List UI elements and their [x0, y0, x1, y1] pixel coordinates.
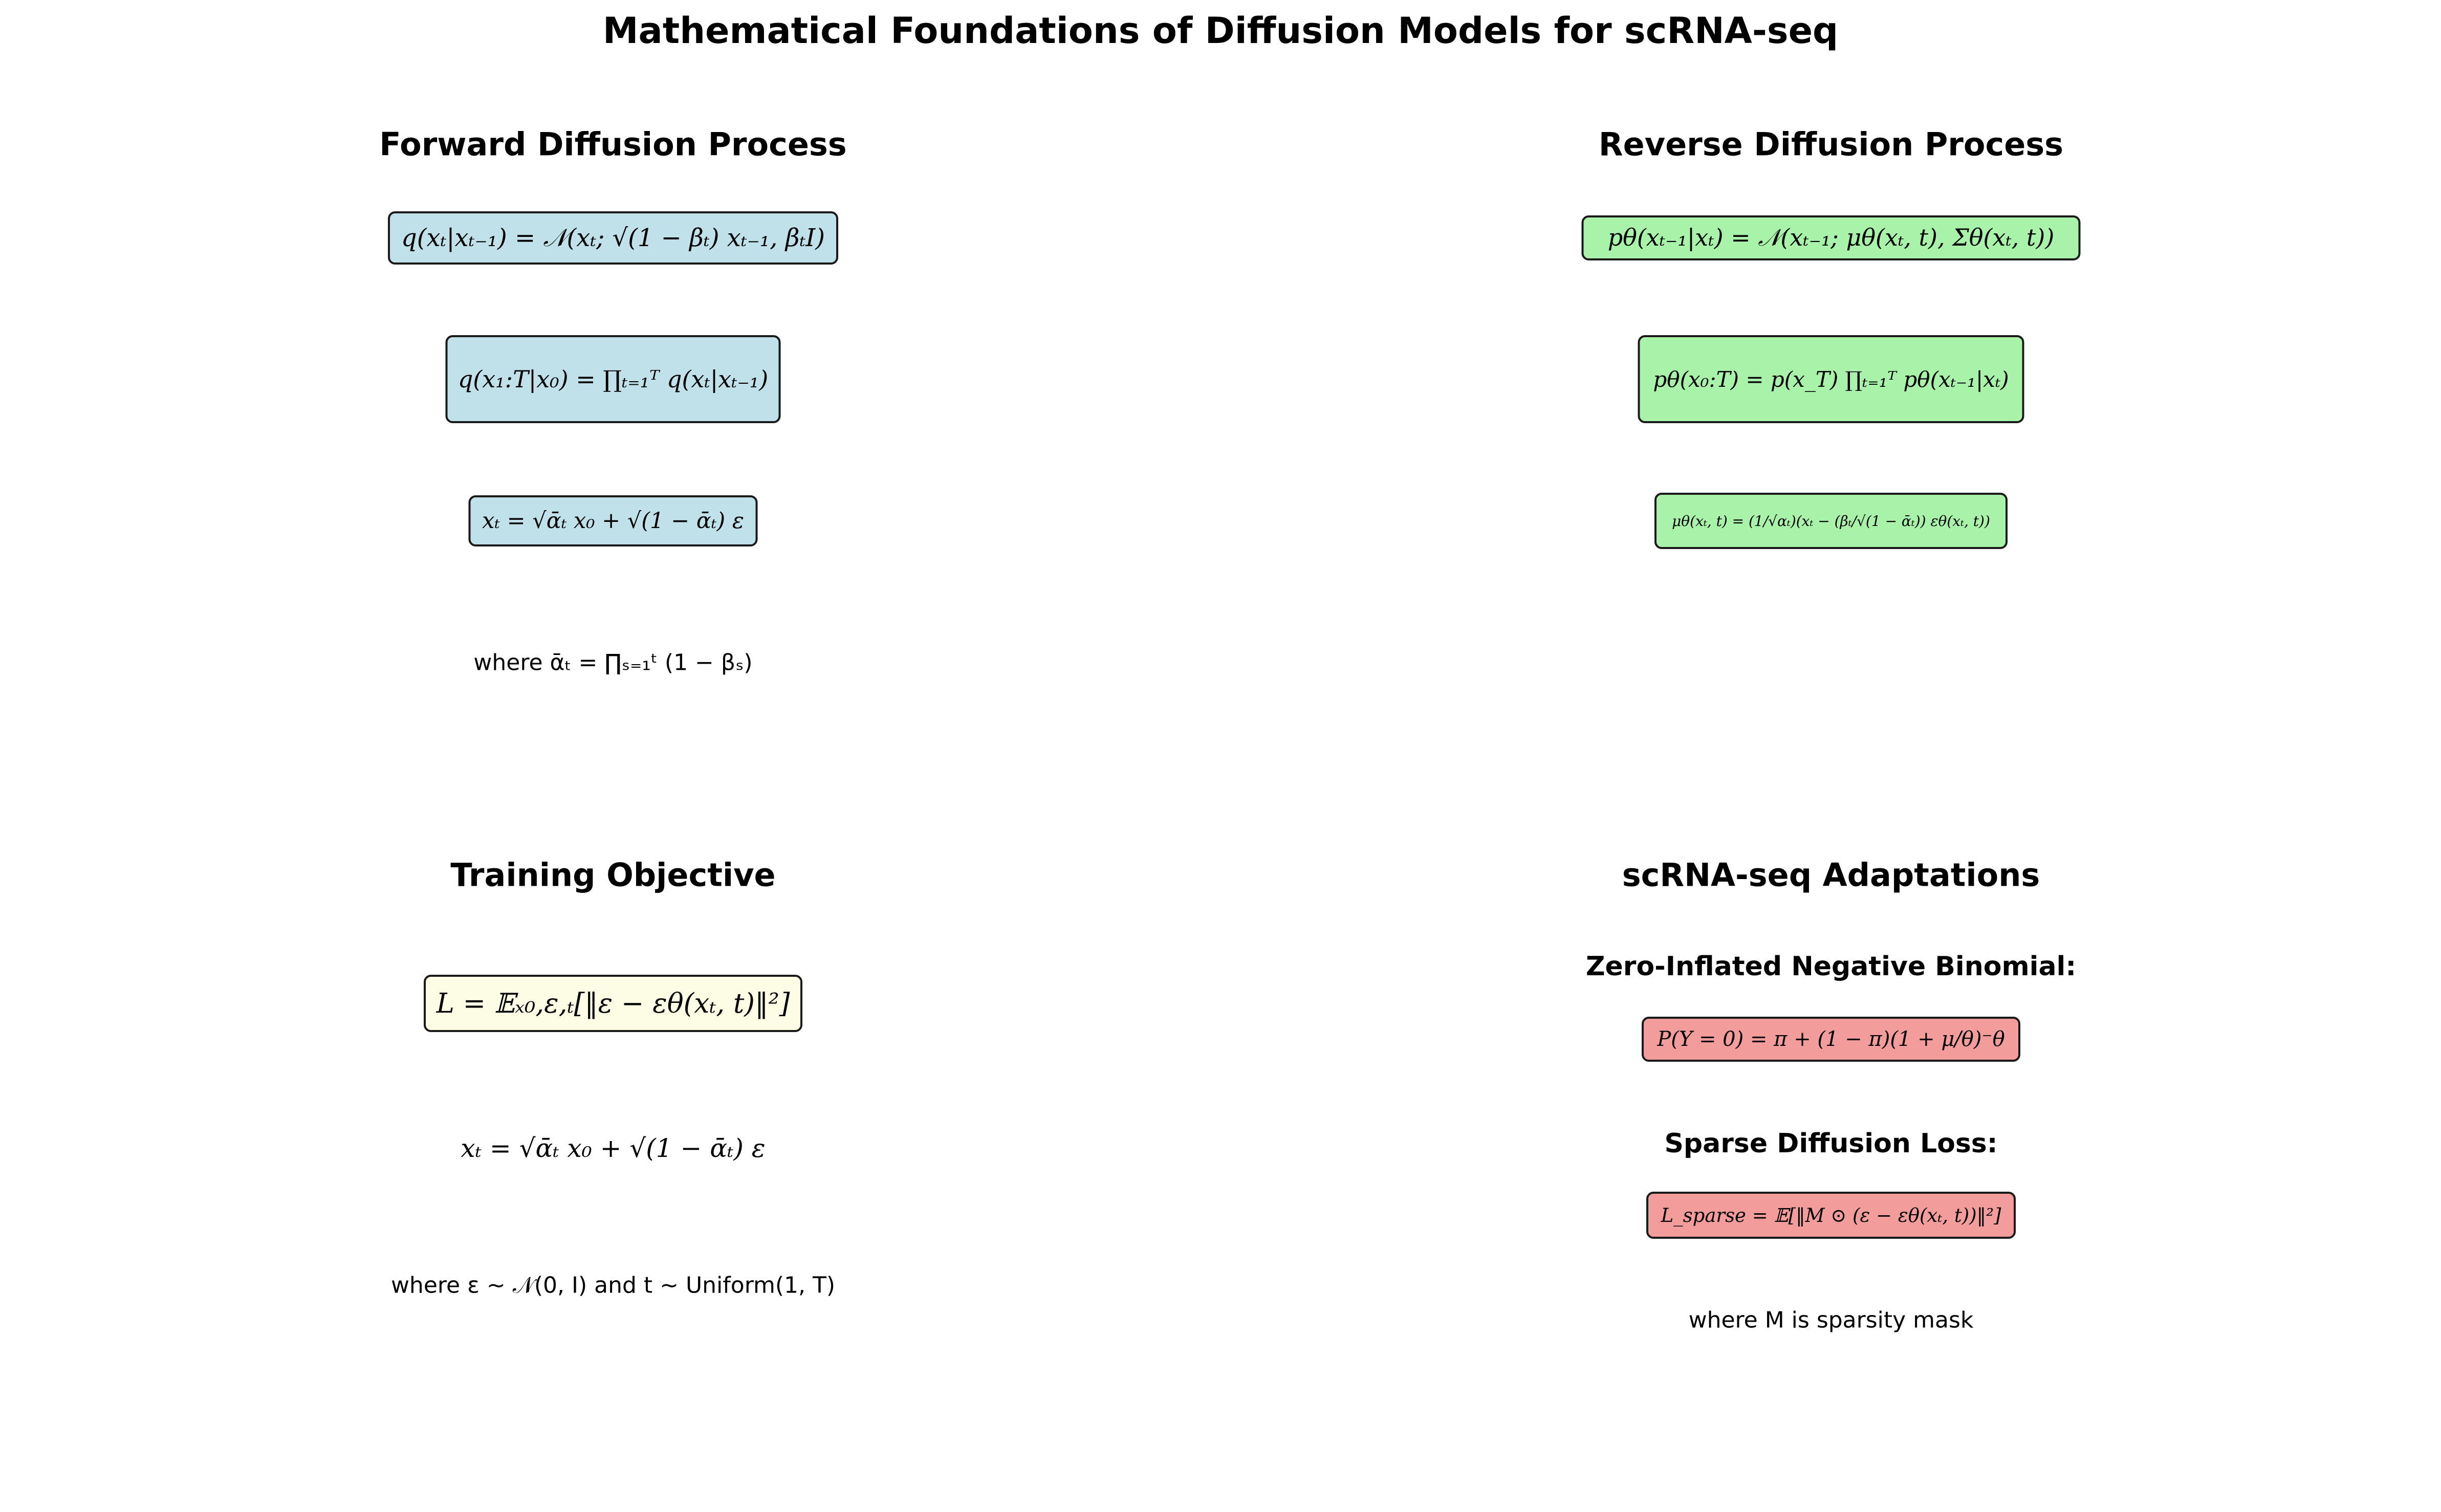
sparse-loss-equation-text: L_sparse = 𝔼[‖M ⊙ (ε − εθ(xₜ, t))‖²] — [1661, 1204, 2001, 1226]
training-loss-equation-text: L = 𝔼ₓ₀,ε,ₜ[‖ε − εθ(xₜ, t)‖²] — [436, 988, 790, 1019]
training-sample-equation: xₜ = √ᾱₜ x₀ + √(1 − ᾱₜ) ε — [461, 1133, 766, 1163]
sparse-loss-title: Sparse Diffusion Loss: — [1664, 1128, 1998, 1159]
zinb-title: Zero-Inflated Negative Binomial: — [1585, 951, 2077, 982]
training-note: where ε ~ 𝒩(0, I) and t ~ Uniform(1, T) — [390, 1272, 836, 1299]
reverse-section-title: Reverse Diffusion Process — [1598, 125, 2064, 163]
forward-equation-1: q(xₜ|xₜ₋₁) = 𝒩(xₜ; √(1 − βₜ) xₜ₋₁, βₜI) — [388, 211, 838, 265]
reverse-equation-2-text: pθ(x₀:T) = p(x_T) ∏ₜ₌₁ᵀ pθ(xₜ₋₁|xₜ) — [1653, 366, 2009, 392]
forward-equation-2-text: q(x₁:T|x₀) = ∏ₜ₌₁ᵀ q(xₜ|xₜ₋₁) — [457, 365, 769, 393]
training-section-title: Training Objective — [450, 856, 776, 894]
forward-equation-1-text: q(xₜ|xₜ₋₁) = 𝒩(xₜ; √(1 − βₜ) xₜ₋₁, βₜI) — [401, 223, 825, 252]
scrna-section-title: scRNA-seq Adaptations — [1622, 856, 2040, 894]
sparse-loss-equation: L_sparse = 𝔼[‖M ⊙ (ε − εθ(xₜ, t))‖²] — [1646, 1192, 2016, 1239]
zinb-equation: P(Y = 0) = π + (1 − π)(1 + μ/θ)⁻θ — [1642, 1017, 2020, 1062]
reverse-equation-2: pθ(x₀:T) = p(x_T) ∏ₜ₌₁ᵀ pθ(xₜ₋₁|xₜ) — [1638, 335, 2024, 423]
forward-equation-3: xₜ = √ᾱₜ x₀ + √(1 − ᾱₜ) ε — [468, 495, 758, 546]
reverse-equation-1: pθ(xₜ₋₁|xₜ) = 𝒩(xₜ₋₁; μθ(xₜ, t), Σθ(xₜ, … — [1581, 215, 2081, 260]
forward-section-title: Forward Diffusion Process — [379, 125, 847, 163]
forward-equation-2: q(x₁:T|x₀) = ∏ₜ₌₁ᵀ q(xₜ|xₜ₋₁) — [445, 335, 781, 423]
forward-note: where ᾱₜ = ∏ₛ₌₁ᵗ (1 − βₛ) — [473, 649, 753, 676]
page-title: Mathematical Foundations of Diffusion Mo… — [602, 10, 1839, 52]
zinb-equation-text: P(Y = 0) = π + (1 − π)(1 + μ/θ)⁻θ — [1657, 1027, 2005, 1051]
reverse-equation-3: μθ(xₜ, t) = (1/√αₜ)(xₜ − (βₜ/√(1 − ᾱₜ)) … — [1654, 493, 2008, 549]
reverse-equation-3-text: μθ(xₜ, t) = (1/√αₜ)(xₜ − (βₜ/√(1 − ᾱₜ)) … — [1672, 512, 1990, 530]
reverse-equation-1-text: pθ(xₜ₋₁|xₜ) = 𝒩(xₜ₋₁; μθ(xₜ, t), Σθ(xₜ, … — [1607, 224, 2055, 251]
forward-equation-3-text: xₜ = √ᾱₜ x₀ + √(1 − ᾱₜ) ε — [482, 508, 744, 534]
training-loss-equation: L = 𝔼ₓ₀,ε,ₜ[‖ε − εθ(xₜ, t)‖²] — [424, 975, 802, 1032]
sparsity-mask-note: where M is sparsity mask — [1688, 1307, 1974, 1333]
